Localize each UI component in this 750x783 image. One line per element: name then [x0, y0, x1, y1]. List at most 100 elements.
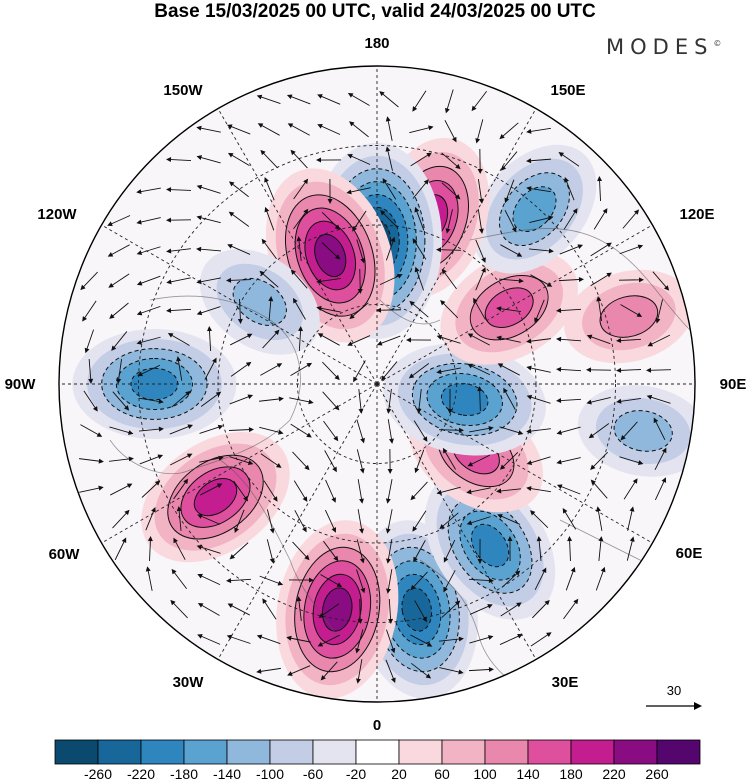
wind-vector-head — [211, 357, 217, 364]
wind-vector — [383, 180, 397, 200]
wind-vector — [499, 308, 521, 312]
wind-vector-head — [227, 152, 234, 158]
wind-vector — [381, 211, 399, 229]
wind-vector-head — [228, 211, 235, 217]
wind-vector — [319, 95, 341, 105]
wind-vector-head — [306, 362, 313, 368]
wind-vector-head — [331, 497, 336, 503]
wind-vector — [266, 539, 274, 561]
wind-vector — [114, 539, 126, 561]
map-border — [58, 65, 696, 703]
wind-vector — [109, 426, 131, 434]
wind-vector — [469, 636, 491, 644]
wind-vector — [619, 245, 641, 255]
wind-vector — [415, 209, 425, 231]
wind-vector-head — [293, 297, 298, 304]
wind-vector-head — [507, 536, 513, 542]
brand-name: MODES — [606, 35, 714, 59]
longitude-label: 0 — [372, 717, 382, 734]
wind-vector — [289, 665, 311, 675]
wind-vector — [357, 509, 363, 531]
wind-vector-head — [272, 496, 278, 502]
wind-vector — [474, 300, 486, 320]
wind-vector — [529, 216, 551, 224]
wind-vector-head — [423, 179, 429, 185]
wind-vector — [149, 538, 151, 562]
wind-vector — [199, 216, 221, 224]
wind-vector — [139, 336, 161, 344]
wind-vector — [531, 511, 549, 529]
colorbar-tick-label: -100 — [255, 766, 285, 782]
wind-vector — [112, 331, 128, 349]
wind-vector — [322, 361, 338, 379]
wind-vector — [499, 635, 521, 645]
negative-anomaly-contour — [440, 382, 489, 416]
wind-vector-head — [595, 506, 601, 512]
wind-vector-head — [173, 537, 178, 544]
longitude-label: 30W — [172, 674, 204, 691]
wind-vector — [444, 450, 456, 470]
wind-vector-head — [661, 447, 667, 454]
wind-vector — [117, 359, 123, 381]
wind-vector — [266, 509, 274, 531]
wind-vector-head — [167, 333, 174, 338]
map-title: Base 15/03/2025 00 UTC, valid 24/03/2025… — [154, 1, 596, 22]
wind-vector-head — [473, 297, 478, 304]
wind-vector — [83, 390, 97, 410]
meridian-line — [214, 102, 378, 385]
wind-vector — [469, 364, 491, 376]
wind-vector — [589, 335, 611, 345]
wind-vector-head — [187, 424, 194, 429]
wind-vector-head — [475, 138, 481, 144]
wind-vector-head — [488, 578, 494, 584]
wind-vector — [627, 509, 633, 531]
colorbar-tick-label: -140 — [212, 766, 242, 782]
wind-vector — [385, 659, 395, 681]
wind-vector — [172, 601, 188, 619]
wind-vector — [652, 271, 668, 289]
wind-vector — [654, 449, 666, 471]
wind-vector-head — [287, 123, 294, 128]
wind-vector-head — [586, 399, 592, 405]
longitude-label: 60E — [675, 545, 703, 562]
wind-vector-head — [616, 398, 622, 404]
wind-vector — [199, 635, 221, 645]
wind-vector — [649, 334, 671, 346]
wind-vector — [468, 578, 492, 582]
wind-vector — [501, 572, 519, 588]
wind-vector-head — [416, 408, 422, 414]
wind-vector-head — [359, 468, 365, 474]
wind-vector — [259, 575, 281, 585]
wind-vector-head — [360, 587, 366, 594]
wind-vector-head — [327, 198, 333, 204]
wind-vector-head — [347, 341, 353, 346]
wind-vector-head — [226, 634, 233, 640]
wind-vector-head — [166, 279, 172, 285]
wind-vector — [228, 429, 252, 431]
wind-vector-head — [526, 460, 533, 466]
meridian-line — [95, 221, 378, 385]
wind-vector-head — [320, 675, 326, 681]
wind-vector — [387, 419, 393, 441]
wind-vector-head — [82, 316, 88, 322]
wind-vector — [147, 569, 153, 591]
wind-vector — [559, 457, 581, 463]
wind-vector-head — [234, 527, 239, 533]
wind-vector — [233, 480, 247, 500]
wind-vector — [529, 338, 551, 342]
wind-vector — [112, 511, 128, 529]
wind-vector-head — [355, 678, 361, 684]
wind-vector — [477, 209, 483, 231]
wind-vector-head — [346, 189, 352, 195]
wind-vector-head — [333, 435, 339, 442]
wind-vector — [168, 189, 192, 191]
wind-vector-head — [496, 488, 502, 494]
wind-vector — [439, 486, 461, 494]
wind-vector-head — [98, 458, 104, 464]
wind-vector-head — [317, 124, 323, 129]
wind-vector — [529, 487, 551, 493]
colorbar-tick-label: 20 — [391, 766, 407, 782]
wind-vector-head — [286, 635, 292, 641]
wind-vector-head — [352, 226, 358, 232]
wind-vector — [139, 217, 161, 223]
